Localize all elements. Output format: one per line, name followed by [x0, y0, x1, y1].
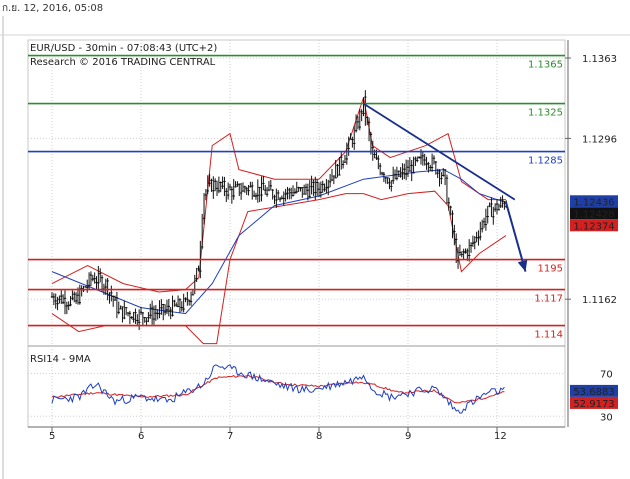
forecast-arrow-head: [517, 259, 528, 272]
level-label-0: 1.1365: [528, 60, 563, 71]
price-badge-bg-1: [570, 207, 618, 220]
y-tick-label-0: 1.1363: [582, 54, 617, 65]
x-tick-label-4: 9: [405, 431, 411, 442]
x-tick-label-1: 6: [138, 431, 144, 442]
price-badge-label-0: 1.12436: [573, 197, 614, 208]
plot-frame: [27, 39, 566, 428]
grid: [28, 40, 565, 427]
rsi-badge-label-0: 53.6883: [573, 387, 614, 398]
timestamp: ก.ย. 12, 2016, 05:08: [2, 3, 104, 14]
chart-subtitle: Research © 2016 TRADING CENTRAL: [30, 57, 216, 68]
level-label-1: 1.1325: [528, 108, 563, 119]
support-resistance-levels: 1.1365 1.1325 1.1285 1195 1.117 1.114: [28, 54, 565, 341]
price-badge-bg-2: [570, 219, 618, 232]
bollinger-bands: [51, 97, 507, 345]
candlesticks: [50, 90, 508, 331]
rsi-tick-label-0: 70: [600, 369, 613, 380]
rsi-line: [51, 364, 505, 414]
rsi-badge-bg-1: [570, 396, 618, 409]
price-badge-bg-0: [570, 195, 618, 208]
bollinger-upper-line: [51, 97, 506, 293]
axis-labels: 1.1363 1.1296 1.1162 70 30 5 6 7 8 9 12: [49, 54, 617, 442]
y-tick-label-2: 1.1162: [582, 295, 617, 306]
rsi-tick-label-1: 30: [600, 412, 613, 423]
level-label-5: 1.114: [534, 330, 563, 341]
forecast-arrow-shaft: [504, 201, 527, 272]
moving-average-line: [51, 169, 507, 315]
resistance-trendline: [363, 102, 516, 201]
x-tick-label-2: 7: [227, 431, 233, 442]
level-label-4: 1.117: [534, 294, 563, 305]
x-tick-label-3: 8: [316, 431, 322, 442]
rsi-badge-label-1: 52.9173: [573, 399, 614, 410]
rsi-label: RSI14 - 9MA: [30, 354, 91, 365]
rsi-panel: [51, 364, 505, 414]
level-label-3: 1195: [538, 264, 563, 275]
x-tick-label-5: 12: [494, 431, 507, 442]
price-badge-label-2: 1.12374: [573, 221, 614, 232]
rsi-ma-line: [51, 374, 505, 404]
rsi-badge-bg-0: [570, 384, 618, 397]
level-label-2: 1.1285: [528, 156, 563, 167]
y-tick-label-1: 1.1296: [582, 134, 617, 145]
x-tick-label-0: 5: [49, 431, 55, 442]
chart-title: EUR/USD - 30min - 07:08:43 (UTC+2): [30, 43, 217, 54]
bollinger-lower-line: [51, 190, 507, 345]
trend-overlays: [363, 102, 528, 272]
price-badge-label-1: 1.12428: [573, 209, 614, 220]
